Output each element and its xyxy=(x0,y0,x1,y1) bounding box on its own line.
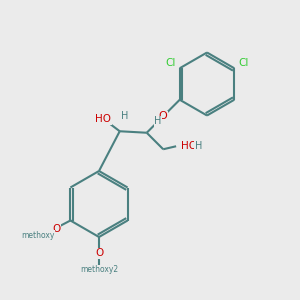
Text: methoxy2: methoxy2 xyxy=(80,266,118,274)
Text: Cl: Cl xyxy=(238,58,249,68)
Text: methoxy: methoxy xyxy=(21,231,54,240)
Text: HO: HO xyxy=(181,141,197,151)
Text: O: O xyxy=(95,248,103,259)
Text: H: H xyxy=(121,111,128,121)
Text: O: O xyxy=(159,111,168,121)
Text: Cl: Cl xyxy=(165,58,175,68)
Text: H: H xyxy=(154,116,162,126)
Text: H: H xyxy=(195,141,202,151)
Text: O: O xyxy=(52,224,60,234)
Text: HO: HO xyxy=(95,114,111,124)
